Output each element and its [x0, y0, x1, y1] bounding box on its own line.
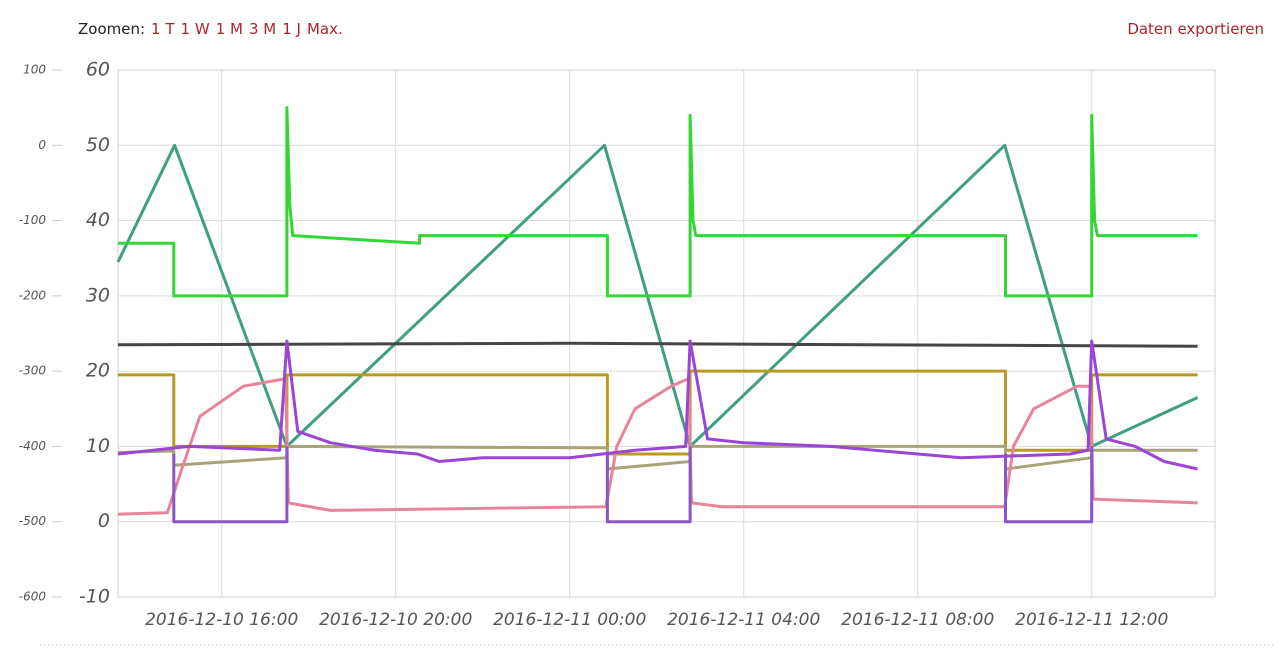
series-line [117, 444, 1198, 471]
series-line [117, 339, 1198, 471]
y-tick-label: 10 [86, 435, 110, 457]
zoom-label: Zoomen: [78, 20, 146, 38]
y2-tick-label: -400 [19, 439, 47, 453]
series-line [117, 341, 1198, 348]
y2-tick-label: -500 [19, 514, 47, 528]
y2-tick-label: 0 [38, 138, 46, 152]
x-tick-label: 2016-12-11 04:00 [667, 610, 820, 630]
y2-tick-label: -600 [19, 590, 47, 604]
x-tick-label: 2016-12-11 12:00 [1015, 610, 1168, 630]
x-tick-label: 2016-12-10 16:00 [145, 610, 298, 630]
plot-border [117, 69, 1216, 598]
y-tick-label: 50 [86, 134, 110, 156]
export-link[interactable]: Daten exportieren [1127, 20, 1264, 38]
y2-tick-label: -200 [19, 288, 47, 302]
zoom-bar: Zoomen: 1 T 1 W 1 M 3 M 1 J Max. [78, 20, 343, 38]
y-tick-label: -10 [79, 586, 110, 608]
y-tick-label: 30 [86, 284, 110, 306]
zoom-option[interactable]: 3 M [248, 20, 277, 38]
zoom-option[interactable]: 1 M [215, 20, 243, 38]
x-tick-label: 2016-12-11 00:00 [493, 610, 646, 630]
zoom-option[interactable]: 1 W [180, 20, 210, 38]
x-tick-label: 2016-12-10 20:00 [319, 610, 472, 630]
y-tick-label: 20 [86, 360, 110, 382]
zoom-option[interactable]: 1 T [151, 20, 175, 38]
zoom-option[interactable]: 1 J [282, 20, 301, 38]
series-line [172, 446, 1094, 524]
y-tick-label: 60 [86, 59, 110, 81]
y2-tick-label: -100 [19, 213, 47, 227]
y2-tick-label: -300 [19, 364, 47, 378]
x-tick-label: 2016-12-11 08:00 [841, 610, 994, 630]
y-tick-label: 0 [98, 510, 110, 532]
zoom-option[interactable]: Max. [306, 20, 343, 38]
series-line [117, 377, 1198, 516]
y-tick-label: 40 [86, 209, 110, 231]
series-line [118, 106, 1198, 298]
y2-tick-label: 100 [23, 63, 46, 77]
